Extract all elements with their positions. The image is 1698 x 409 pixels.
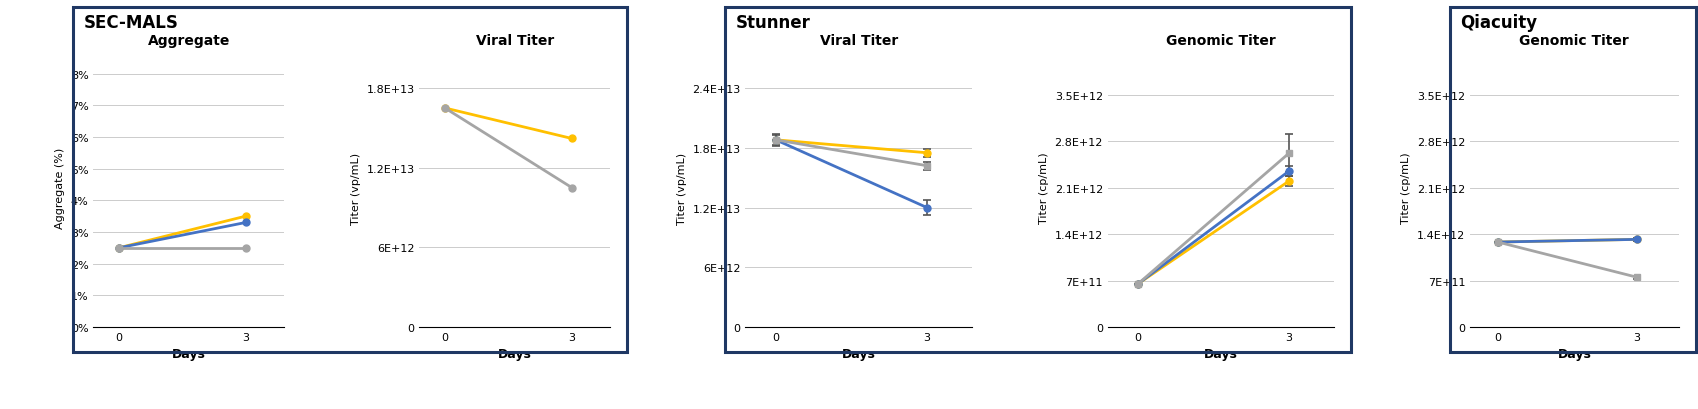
Text: Stunner: Stunner (735, 14, 810, 32)
Y-axis label: Titer (vp/mL): Titer (vp/mL) (676, 152, 686, 224)
Title: Genomic Titer: Genomic Titer (1518, 34, 1628, 48)
Title: Genomic Titer: Genomic Titer (1165, 34, 1275, 48)
Text: Qiacuity: Qiacuity (1459, 14, 1537, 32)
Title: Viral Titer: Viral Titer (475, 34, 554, 48)
Text: SEC-MALS: SEC-MALS (83, 14, 178, 32)
Y-axis label: Aggregate (%): Aggregate (%) (56, 148, 65, 229)
Y-axis label: Titer (cp/mL): Titer (cp/mL) (1401, 153, 1411, 224)
Title: Viral Titer: Viral Titer (818, 34, 898, 48)
Y-axis label: Titer (cp/mL): Titer (cp/mL) (1039, 153, 1048, 224)
X-axis label: Days: Days (1204, 348, 1238, 361)
X-axis label: Days: Days (171, 348, 205, 361)
X-axis label: Days: Days (842, 348, 874, 361)
Y-axis label: Titer (vp/mL): Titer (vp/mL) (351, 152, 360, 224)
Title: Aggregate: Aggregate (148, 34, 229, 48)
X-axis label: Days: Days (498, 348, 531, 361)
X-axis label: Days: Days (1557, 348, 1591, 361)
